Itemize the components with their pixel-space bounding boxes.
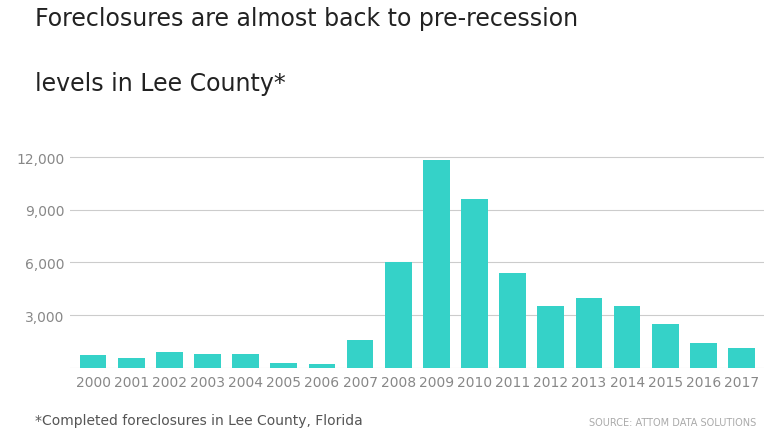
Text: Foreclosures are almost back to pre-recession: Foreclosures are almost back to pre-rece… — [35, 7, 578, 31]
Bar — [690, 343, 717, 368]
Text: SOURCE: ATTOM DATA SOLUTIONS: SOURCE: ATTOM DATA SOLUTIONS — [590, 417, 757, 427]
Bar — [461, 200, 488, 368]
Bar — [232, 354, 259, 368]
Bar — [499, 273, 526, 368]
Bar — [576, 298, 602, 368]
Bar — [537, 307, 564, 368]
Bar — [309, 364, 335, 368]
Bar — [80, 356, 106, 368]
Bar — [347, 340, 374, 368]
Bar — [729, 349, 755, 368]
Bar — [194, 354, 221, 368]
Text: levels in Lee County*: levels in Lee County* — [35, 72, 285, 96]
Bar — [385, 262, 412, 368]
Bar — [614, 307, 640, 368]
Bar — [423, 160, 450, 368]
Bar — [271, 363, 297, 368]
Bar — [118, 358, 144, 368]
Text: *Completed foreclosures in Lee County, Florida: *Completed foreclosures in Lee County, F… — [35, 413, 363, 427]
Bar — [652, 324, 679, 368]
Bar — [156, 352, 183, 368]
